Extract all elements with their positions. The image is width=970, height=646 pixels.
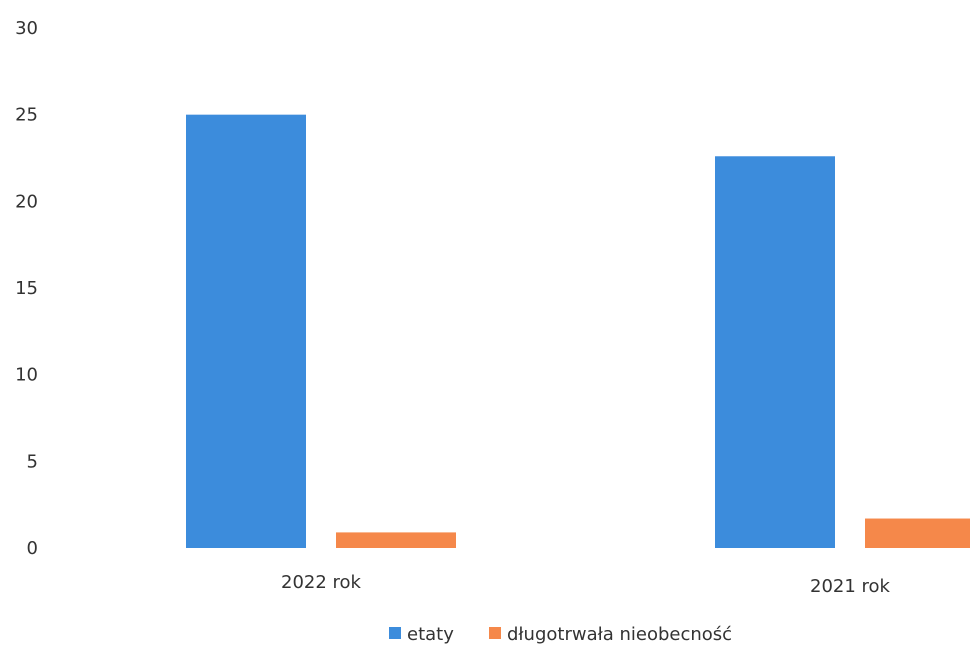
legend: etaty długotrwała nieobecność: [389, 624, 732, 645]
x-axis: 2022 rok 2021 rok: [281, 572, 891, 597]
x-category-label: 2022 rok: [281, 572, 362, 593]
bars: [186, 114, 970, 549]
legend-swatch-etaty: [389, 627, 401, 639]
y-tick-label: 15: [15, 278, 38, 299]
x-category-label: 2021 rok: [810, 576, 891, 597]
y-tick-label: 10: [15, 365, 38, 386]
legend-label-dlugotrwala-nieobecnosc: długotrwała nieobecność: [507, 624, 732, 645]
bar-dlugotrwala-nieobecnosc-0: [336, 532, 456, 548]
y-tick-label: 30: [15, 18, 38, 39]
bar-dlugotrwala-nieobecnosc-1: [865, 518, 970, 548]
y-tick-label: 25: [15, 105, 38, 126]
y-tick-label: 0: [27, 538, 38, 559]
bar-etaty-0: [186, 114, 306, 549]
legend-swatch-dlugotrwala-nieobecnosc: [489, 627, 501, 639]
legend-label-etaty: etaty: [407, 624, 454, 645]
y-tick-label: 5: [27, 451, 38, 472]
y-tick-label: 20: [15, 191, 38, 212]
bar-etaty-1: [715, 156, 835, 548]
y-axis: 0 5 10 15 20 25 30: [15, 18, 38, 559]
